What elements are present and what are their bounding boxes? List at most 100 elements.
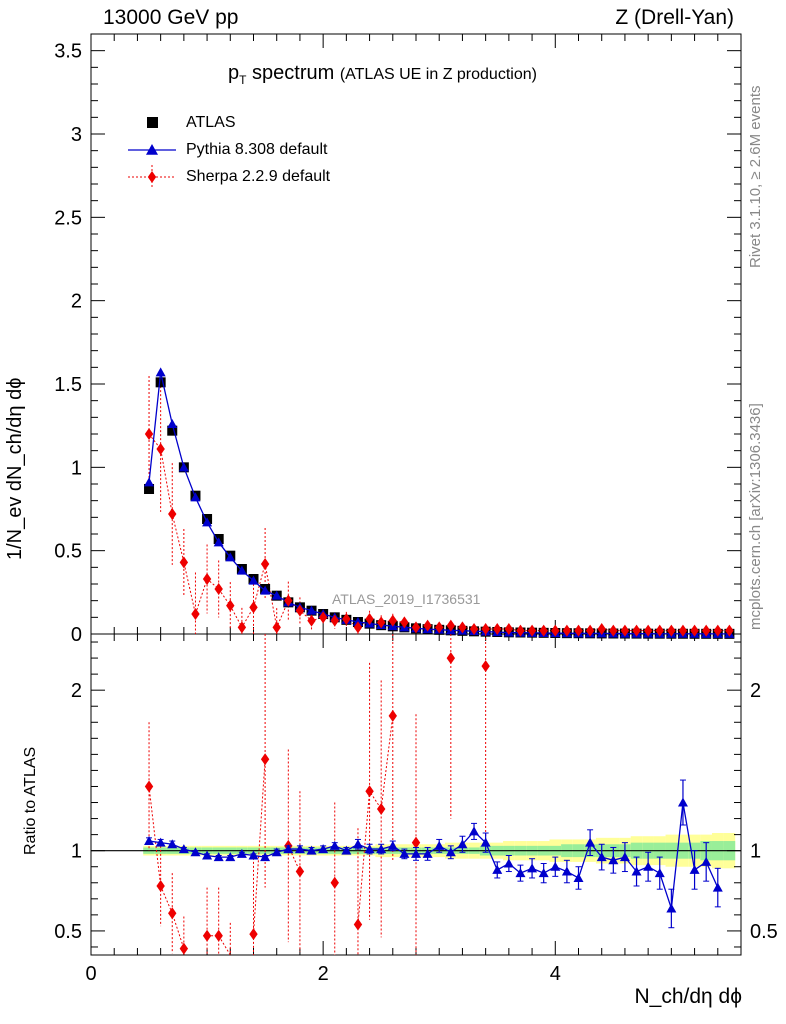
main-plot-frame — [90, 33, 742, 635]
sherpa-point — [585, 624, 595, 637]
y-tick-label-ratio-right: 1 — [750, 841, 761, 863]
sherpa-point — [597, 623, 606, 635]
pythia-point — [271, 590, 282, 600]
y-tick-label-main: 3.5 — [54, 41, 82, 63]
sherpa-point — [632, 624, 641, 637]
atlas-point — [144, 484, 155, 494]
sherpa-ratio-point — [214, 929, 223, 942]
sherpa-point — [156, 443, 165, 455]
pythia-ratio-point — [225, 852, 236, 862]
pythia-ratio-point — [677, 797, 688, 807]
sherpa-ratio-point — [376, 802, 386, 815]
pythia-ratio-point — [213, 852, 224, 862]
y-tick-label-main: 0.5 — [54, 541, 82, 563]
sherpa-point — [516, 624, 525, 637]
sherpa-point — [168, 508, 177, 520]
sherpa-point — [342, 613, 351, 625]
pythia-ratio-point — [469, 826, 480, 836]
y-tick-label-main: 1 — [71, 457, 82, 479]
pythia-ratio-point — [341, 845, 352, 855]
pythia-point — [178, 462, 189, 472]
sherpa-point — [400, 616, 409, 629]
analysis-watermark: ATLAS_2019_I1736531 — [332, 591, 481, 607]
sherpa-ratio-point — [365, 785, 374, 798]
pythia-point — [190, 492, 201, 502]
legend-marker-pythia — [146, 144, 158, 155]
pythia-ratio-point — [573, 872, 584, 882]
pythia-ratio-point — [376, 844, 387, 854]
sherpa-point — [330, 614, 339, 627]
pythia-ratio-point — [666, 903, 677, 913]
pythia-point — [225, 552, 236, 562]
sherpa-ratio-point — [168, 907, 177, 920]
pythia-ratio-point — [654, 868, 665, 878]
legend-label-pythia: Pythia 8.308 default — [186, 141, 328, 158]
pythia-ratio-point — [329, 840, 340, 850]
pythia-ratio-point — [643, 861, 654, 871]
sherpa-ratio-point — [295, 865, 305, 878]
pythia-ratio-point — [550, 861, 561, 871]
sherpa-point — [226, 599, 235, 612]
atlas-point — [155, 377, 166, 388]
sherpa-point — [307, 614, 316, 627]
pythia-ratio-point — [294, 844, 305, 854]
pythia-ratio-point — [399, 848, 410, 858]
sherpa-point — [411, 621, 421, 634]
sherpa-point — [388, 614, 397, 627]
x-tick-label: 0 — [85, 963, 96, 985]
pythia-ratio-point — [144, 836, 155, 846]
pythia-point — [236, 565, 247, 575]
pythia-point — [260, 585, 271, 595]
sherpa-ratio-point — [179, 942, 189, 955]
sherpa-point — [493, 623, 502, 635]
sherpa-point — [458, 621, 467, 634]
sherpa-ratio-point — [156, 879, 165, 892]
pythia-ratio-point — [167, 839, 178, 849]
sherpa-point — [260, 558, 270, 570]
pythia-ratio-point — [352, 839, 363, 849]
pythia-ratio-point — [306, 845, 317, 855]
pythia-line — [148, 372, 730, 635]
pythia-ratio-point — [689, 864, 700, 874]
sherpa-ratio-point — [481, 660, 490, 673]
pythia-point — [213, 537, 224, 547]
pythia-point — [248, 575, 259, 585]
sherpa-point — [481, 623, 490, 635]
pythia-ratio-point — [271, 847, 282, 857]
pythia-ratio-point — [457, 839, 468, 849]
sherpa-point — [423, 619, 432, 632]
pythia-point — [202, 517, 213, 527]
sherpa-line — [148, 433, 730, 632]
pythia-ratio-point — [712, 882, 723, 892]
pythia-ratio-point — [422, 848, 433, 858]
pythia-ratio-point — [608, 855, 619, 865]
sherpa-point — [690, 624, 699, 637]
sherpa-point — [179, 556, 189, 569]
pythia-ratio-point — [387, 840, 398, 850]
sherpa-ratio-point — [202, 929, 212, 942]
title-rest: spectrum — [246, 62, 335, 84]
pythia-ratio-point — [283, 844, 294, 854]
sherpa-ratio-point — [144, 780, 154, 793]
y-tick-label-ratio-right: 2 — [750, 680, 761, 702]
legend-label-sherpa: Sherpa 2.2.9 default — [186, 168, 331, 185]
sherpa-point — [376, 616, 386, 629]
pythia-ratio-point — [445, 847, 456, 857]
legend-label-atlas: ATLAS — [186, 114, 236, 131]
sherpa-point — [551, 624, 560, 637]
title-p: p — [228, 62, 240, 84]
pythia-ratio-point — [155, 837, 166, 847]
y-tick-label-main: 2 — [71, 291, 82, 313]
sherpa-point — [365, 613, 374, 625]
atlas-point — [167, 425, 178, 436]
sherpa-ratio-point — [353, 918, 363, 931]
x-tick-label: 2 — [318, 963, 329, 985]
sherpa-ratio-line — [148, 786, 185, 949]
pythia-ratio-point — [503, 858, 514, 868]
sherpa-ratio-point — [388, 709, 397, 722]
sherpa-point — [353, 621, 363, 634]
sherpa-point — [272, 621, 281, 634]
legend-marker-atlas — [147, 117, 158, 128]
pythia-ratio-point — [631, 866, 642, 876]
pythia-ratio-point — [318, 844, 329, 854]
